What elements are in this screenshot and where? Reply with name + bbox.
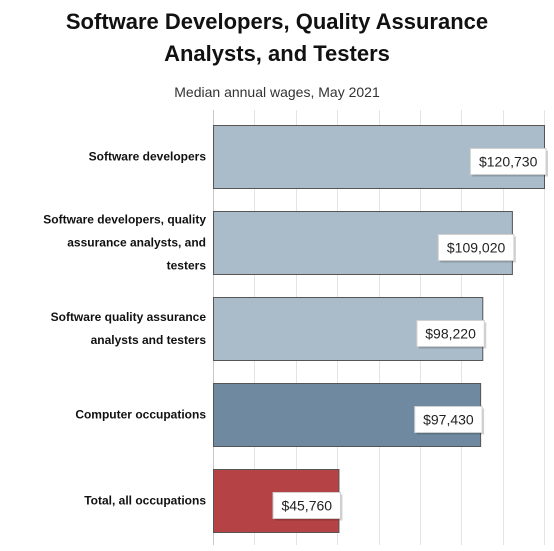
category-label: analysts and testers — [91, 333, 207, 347]
value-label-box — [437, 234, 515, 261]
category-label: testers — [167, 259, 207, 273]
category-label: Software quality assurance — [51, 310, 207, 324]
value-label: $98,220 — [425, 326, 476, 342]
category-label: assurance analysts, and — [67, 236, 206, 250]
value-label: $120,730 — [479, 154, 538, 170]
category-label: Computer occupations — [75, 408, 206, 422]
value-label: $97,430 — [423, 412, 474, 428]
value-label-box — [272, 492, 341, 519]
value-label-box — [416, 320, 485, 347]
value-label-box — [414, 406, 483, 433]
category-label: Total, all occupations — [84, 494, 206, 508]
category-label: Software developers, quality — [43, 213, 206, 227]
value-label-box — [469, 148, 547, 175]
value-label: $109,020 — [447, 240, 506, 256]
category-label: Software developers — [89, 150, 207, 164]
chart-subtitle: Median annual wages, May 2021 — [174, 84, 380, 100]
chart-title: Software Developers, Quality Assurance A… — [0, 6, 554, 70]
value-label: $45,760 — [281, 498, 332, 514]
chart-title-line-1: Software Developers, Quality Assurance — [65, 9, 489, 34]
chart-title-line-2: Analysts, and Testers — [164, 41, 390, 66]
